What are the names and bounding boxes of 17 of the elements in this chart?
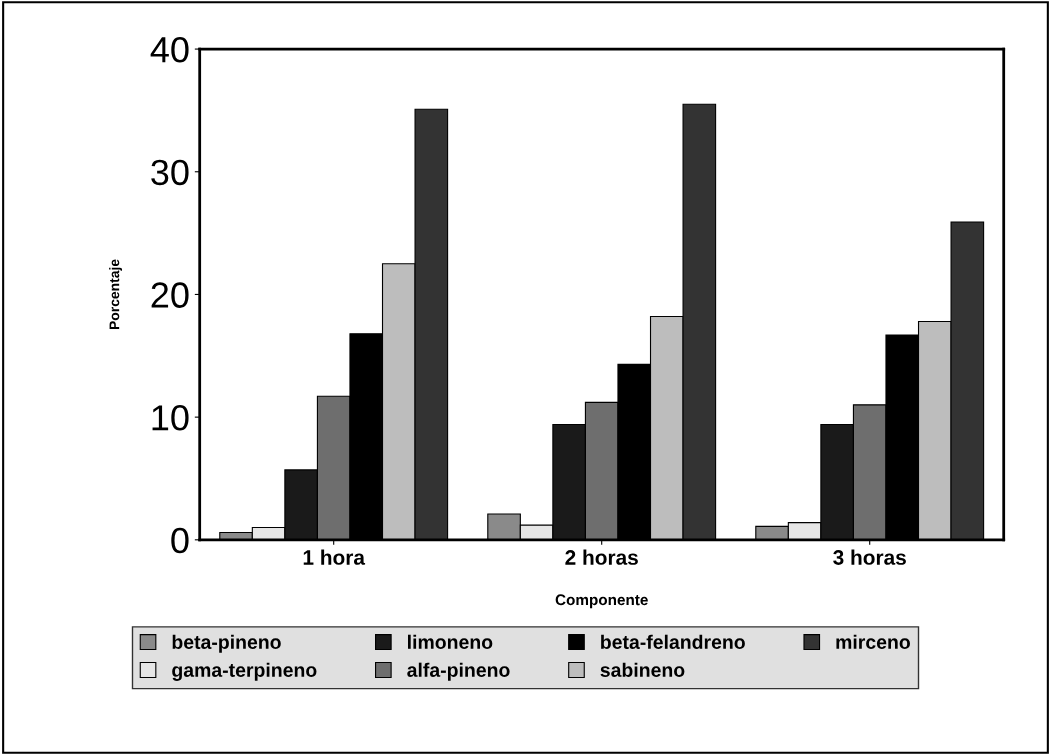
y-tick-label: 30 (151, 159, 189, 186)
x-tick-label: 2 horas (565, 549, 638, 565)
x-tick-label: 3 horas (833, 549, 906, 565)
y-axis-title: Porcentaje (109, 259, 123, 330)
y-tick-label: 0 (171, 527, 189, 554)
y-tick-label: 40 (150, 36, 189, 63)
y-tick-label: 20 (151, 282, 189, 308)
legend-label: beta-pineno (172, 634, 281, 653)
legend-label: alfa-pineno (407, 662, 510, 681)
legend-label: limoneno (408, 634, 493, 649)
legend-label: mirceno (836, 634, 910, 649)
legend-label: gama-terpineno (172, 662, 317, 681)
legend-label: beta-felandreno (601, 634, 745, 649)
x-axis-title: Componente (555, 594, 648, 609)
y-tick-label: 10 (152, 405, 189, 431)
x-tick-label: 1 hora (303, 549, 366, 565)
legend-label: sabineno (600, 662, 685, 677)
